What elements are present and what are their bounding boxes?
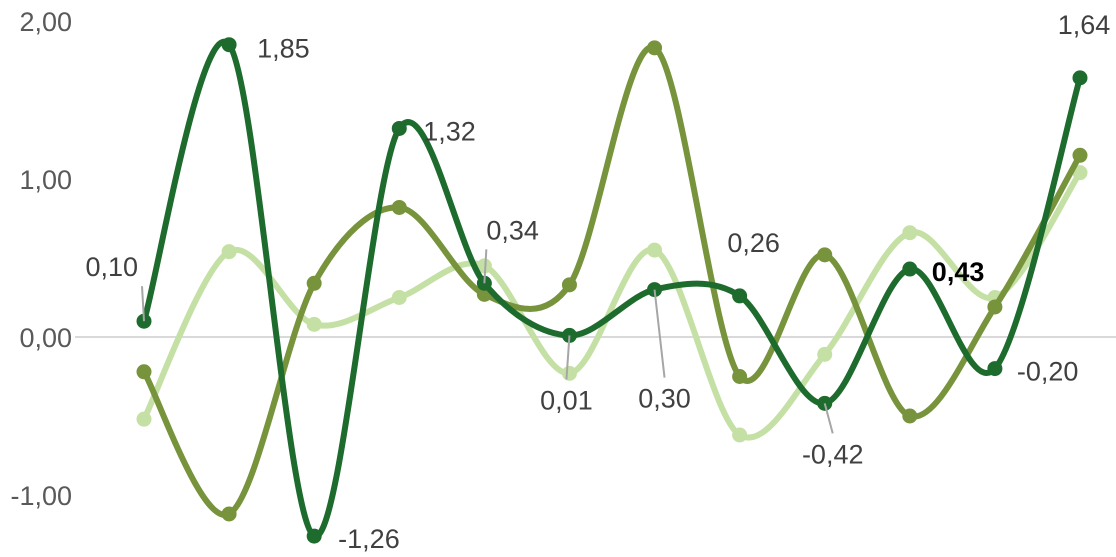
y-tick-label: -1,00 (10, 481, 72, 511)
y-tick-label: 1,00 (19, 165, 72, 195)
series-1-point (136, 411, 152, 427)
data-label: 0,34 (486, 215, 539, 245)
series-2-point (1072, 147, 1088, 163)
data-label: 0,26 (727, 228, 780, 258)
series-3-point (221, 37, 237, 53)
y-tick-label: 0,00 (19, 323, 72, 353)
series-2-point (647, 40, 663, 56)
data-label: 0,30 (638, 384, 691, 414)
series-1 (136, 165, 1088, 443)
series-2-point (306, 275, 322, 291)
series-1-line (141, 169, 1083, 441)
series-1-point (561, 365, 577, 381)
data-label-leader-line (653, 289, 666, 378)
series-1-point (391, 290, 407, 305)
data-label: 0,01 (540, 385, 593, 415)
series-1-point (221, 244, 237, 260)
data-label: 0,43 (932, 257, 985, 287)
data-label-leader-line (823, 403, 834, 434)
series-3-point (987, 361, 1003, 377)
series-3-point (902, 261, 918, 277)
data-label: 1,85 (257, 34, 310, 64)
data-label: -0,20 (1017, 357, 1079, 387)
series-2-point (221, 506, 237, 522)
data-label: 0,10 (85, 252, 138, 282)
series-1-point (732, 427, 748, 443)
series-3-point (391, 120, 407, 136)
series-3-point (732, 288, 748, 304)
series-2-point (391, 199, 407, 215)
series-1-point (306, 316, 322, 332)
series-2-point (732, 369, 748, 384)
series-layer (136, 37, 1088, 544)
data-label: 1,32 (423, 116, 476, 146)
series-1-point (476, 258, 492, 274)
series-1-point (1072, 165, 1088, 181)
data-label: -1,26 (338, 524, 400, 554)
series-2-point (136, 364, 152, 380)
data-label-leader-line (565, 335, 571, 380)
series-2-point (987, 299, 1003, 315)
series-3-point (306, 528, 322, 544)
series-3-line (141, 38, 1083, 540)
series-1-point (647, 242, 663, 258)
series-2-point (902, 408, 918, 424)
data-label-layer: 0,10 1,85 -1,26 1,32 0,34 0,01 0,30 0,26 -0,42 0,… (85, 10, 1110, 554)
data-label-leader-line (141, 286, 145, 322)
series-1-point (817, 346, 833, 362)
series-2 (136, 40, 1088, 522)
series-2-point (817, 247, 833, 263)
series-3-point (1072, 70, 1088, 86)
data-label: -0,42 (802, 439, 864, 469)
series-2-point (561, 277, 577, 293)
data-label: 1,64 (1058, 10, 1111, 40)
y-tick-label: 2,00 (19, 7, 72, 37)
data-label-leader-line (483, 249, 488, 284)
series-1-point (902, 225, 918, 241)
